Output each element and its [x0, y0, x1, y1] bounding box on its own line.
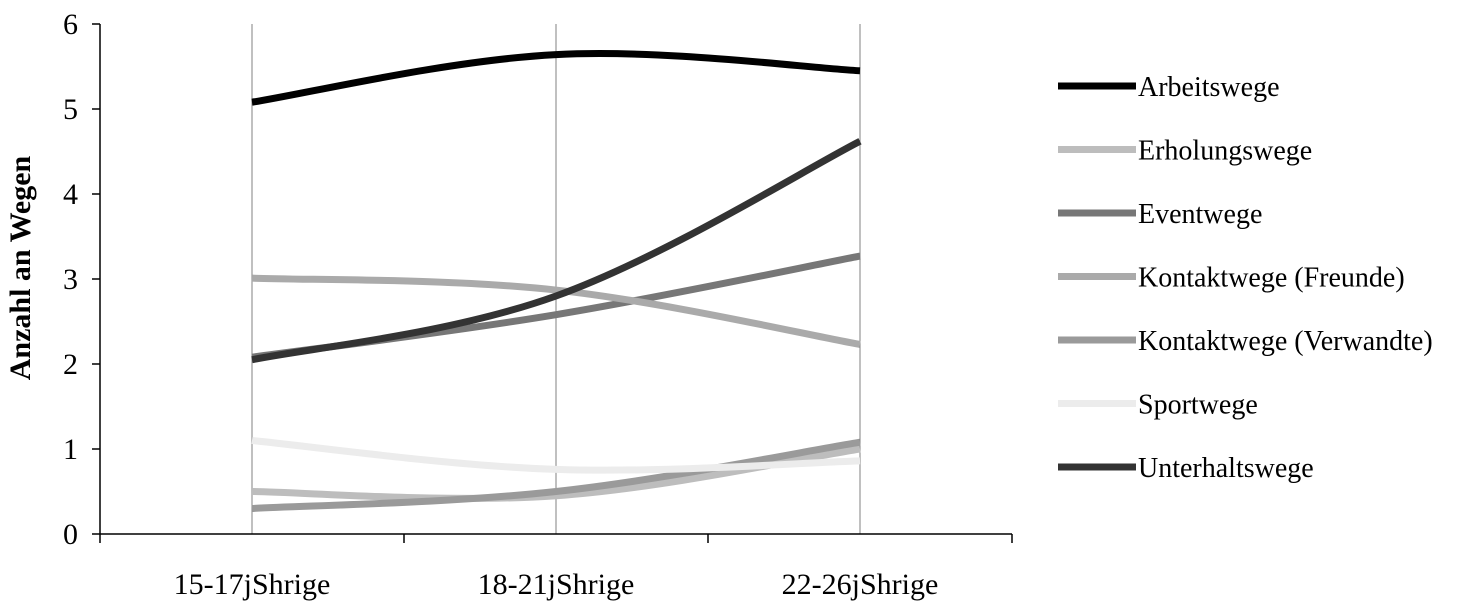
y-tick-label: 3	[63, 263, 78, 296]
legend-label-5: Sportwege	[1138, 390, 1258, 421]
series-lines	[251, 50, 862, 512]
series-line-5	[251, 437, 861, 474]
series-line-6	[251, 138, 862, 364]
series-line-4	[251, 438, 861, 512]
y-tick-label: 2	[63, 348, 78, 381]
y-tick-label: 4	[63, 178, 78, 211]
legend-label-1: Erholungswege	[1138, 136, 1312, 167]
x-tick-label: 15-17jShrige	[174, 568, 331, 601]
series-line-3	[251, 274, 861, 348]
y-tick-label: 5	[63, 93, 78, 126]
legend-label-6: Unterhaltswege	[1138, 453, 1314, 484]
series-line-0	[251, 50, 861, 106]
x-tick-label: 18-21jShrige	[478, 568, 635, 601]
legend-label-4: Kontaktwege (Verwandte)	[1138, 326, 1433, 357]
x-ticks: 15-17jShrige 18-21jShrige 22-26jShrige	[99, 534, 1013, 601]
y-tick-label: 0	[63, 518, 78, 551]
legend: Arbeitswege Erholungswege Eventwege Kontakt…	[1058, 72, 1433, 484]
y-tick-label: 1	[63, 433, 78, 466]
legend-label-3: Kontaktwege (Freunde)	[1138, 263, 1405, 294]
legend-label-0: Arbeitswege	[1138, 72, 1280, 103]
legend-label-2: Eventwege	[1138, 199, 1262, 230]
y-ticks: 0 1 2 3 4 5 6	[63, 8, 100, 551]
y-tick-label: 6	[63, 8, 78, 41]
x-tick-label: 22-26jShrige	[782, 568, 939, 601]
y-axis-title: Anzahl an Wegen	[4, 155, 37, 380]
